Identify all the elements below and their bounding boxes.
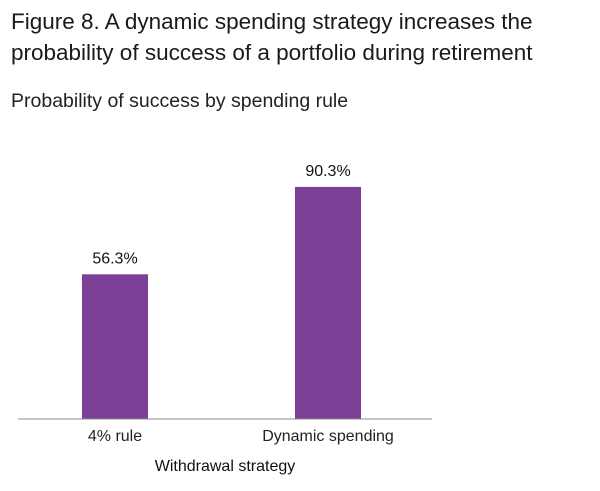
bar-1 [295,186,361,419]
x-axis-label: Withdrawal strategy [155,458,296,475]
x-tick-label: 4% rule [88,428,142,445]
figure-title: Figure 8. A dynamic spending strategy in… [11,9,533,65]
x-tick-label: Dynamic spending [262,428,394,445]
bar-0 [82,274,148,419]
data-label: 90.3% [305,163,350,180]
data-label: 56.3% [92,250,137,267]
chart-subtitle: Probability of success by spending rule [11,90,349,112]
